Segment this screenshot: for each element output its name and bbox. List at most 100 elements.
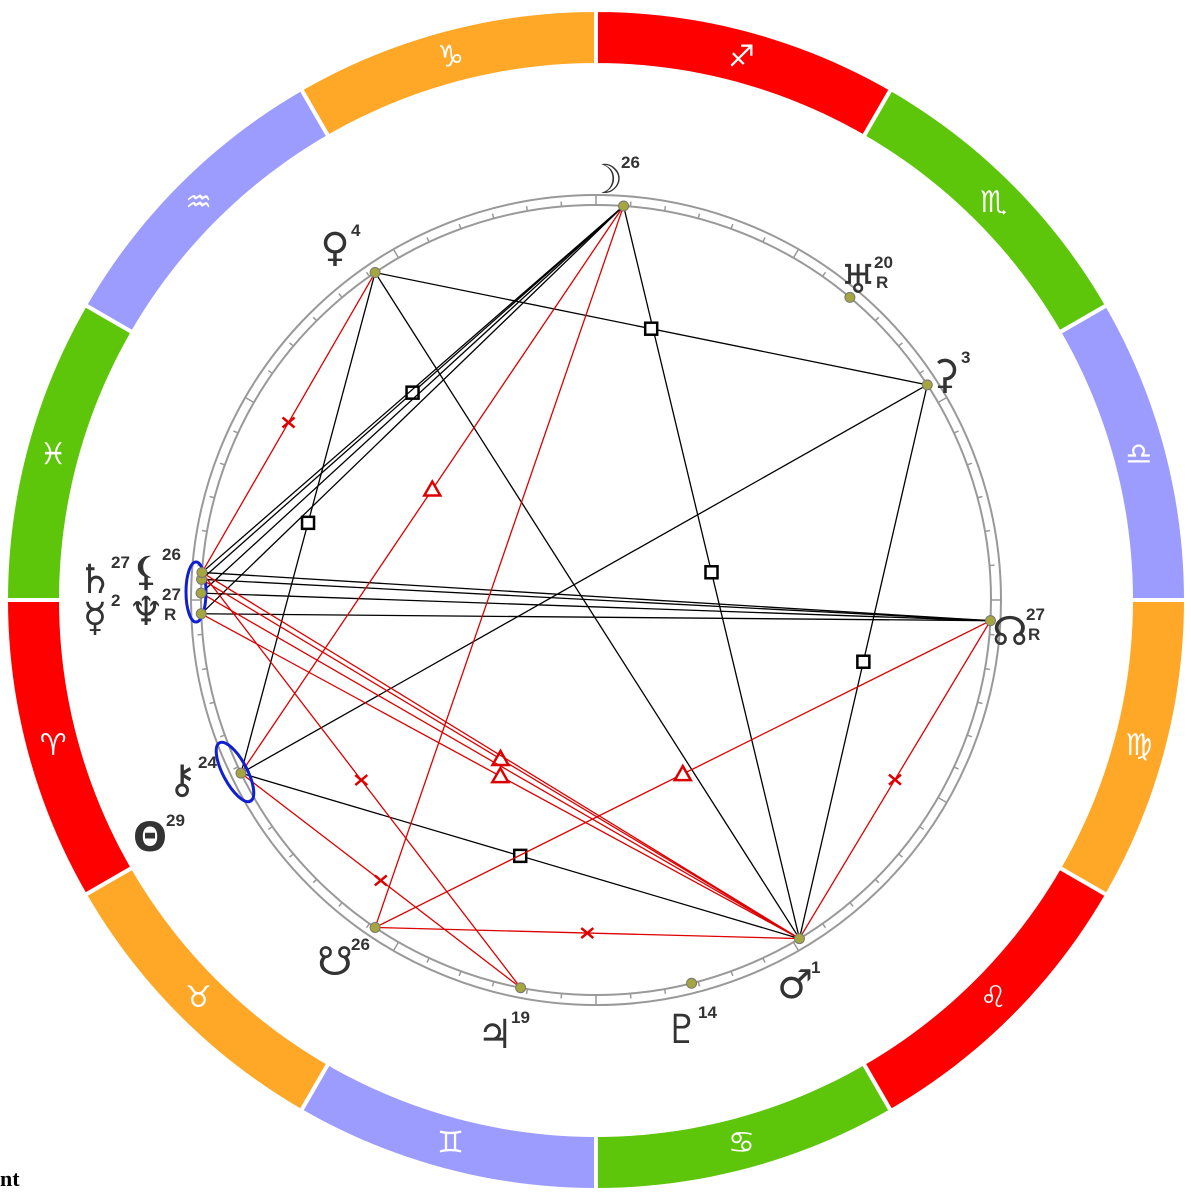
tick <box>491 981 495 987</box>
tick <box>919 825 925 831</box>
tick <box>984 667 991 671</box>
tick <box>792 248 800 259</box>
planet-degree: 29 <box>166 811 185 830</box>
tick <box>219 462 226 466</box>
retrograde-mark: R <box>876 273 888 292</box>
aspect-square <box>512 848 528 864</box>
tick <box>977 495 983 499</box>
planet-glyph: ⚸ <box>131 549 160 595</box>
planet-degree: 26 <box>162 545 181 564</box>
tick <box>937 396 948 404</box>
planet-degree: 19 <box>511 1008 530 1027</box>
tick <box>966 462 973 466</box>
tick <box>697 213 701 219</box>
aspect-sextile <box>888 773 902 786</box>
sign-glyph: ♓ <box>40 437 67 472</box>
tick <box>792 941 800 952</box>
tick <box>874 316 880 322</box>
planet-degree: 26 <box>351 935 370 954</box>
aspect-line <box>201 613 991 622</box>
aspect-trine <box>490 765 511 784</box>
tick <box>365 923 371 929</box>
planet-degree: 20 <box>874 253 893 272</box>
tick <box>426 957 430 963</box>
aspect-sextile <box>580 927 595 939</box>
aspects <box>200 205 992 989</box>
planet-glyph: ♃ <box>477 1012 513 1058</box>
tick <box>233 430 239 434</box>
sign-glyph: ♒ <box>185 185 212 220</box>
tick <box>898 342 903 347</box>
sign-glyph: ♏ <box>980 185 1007 220</box>
tick <box>762 957 766 963</box>
planet-degree: 27 <box>162 585 181 604</box>
tick <box>697 981 701 987</box>
tick <box>898 853 903 858</box>
aspect-line <box>200 592 800 940</box>
aspect-line <box>240 384 928 774</box>
planet-degree: 3 <box>961 348 970 367</box>
planet-glyph: ☊ <box>992 609 1028 655</box>
tick <box>365 271 371 277</box>
sign-glyph: ♌ <box>980 980 1007 1015</box>
tick <box>289 853 294 858</box>
planet-dot <box>195 608 207 620</box>
planet-glyph: ☽ <box>587 157 623 203</box>
tick <box>874 878 880 884</box>
sign-glyph: ♎ <box>1125 437 1152 472</box>
tick <box>730 970 734 977</box>
sign-glyph: ♊ <box>437 1125 464 1160</box>
aspect-square <box>300 515 316 531</box>
aspect-line <box>201 205 624 573</box>
tick <box>312 878 318 884</box>
planet-glyph: ♂ <box>777 962 813 1008</box>
planet-degree: 24 <box>198 753 217 772</box>
aspect-line <box>201 592 991 622</box>
planet-degree: 26 <box>621 153 640 172</box>
tick <box>730 223 734 230</box>
tick <box>219 734 226 738</box>
tick <box>458 970 462 977</box>
tick <box>244 396 255 404</box>
tick <box>392 248 400 259</box>
tick <box>525 988 529 995</box>
planet-dot <box>618 200 630 212</box>
tick <box>267 369 273 375</box>
tick <box>338 293 343 298</box>
tick <box>849 902 854 907</box>
sign-glyph: ♐ <box>728 40 755 75</box>
planet-glyph: ⚳ <box>930 352 959 398</box>
tick <box>966 734 973 738</box>
conjunction-ring <box>214 740 256 804</box>
planet-dot <box>369 267 381 279</box>
tick <box>458 223 462 230</box>
sign-glyph: ♉ <box>185 980 212 1015</box>
aspect-sextile <box>374 874 388 887</box>
sign-glyph: ♈ <box>40 728 67 763</box>
retrograde-mark: R <box>164 605 176 624</box>
tick <box>953 430 959 434</box>
planet-dot <box>921 379 933 391</box>
sign-segment <box>3 302 136 602</box>
aspect-line <box>201 578 991 622</box>
sign-glyph: ♍ <box>1125 728 1152 763</box>
planet-glyph: ♀ <box>320 225 349 271</box>
aspect-sextile <box>281 416 296 429</box>
sign-segment <box>1056 598 1189 898</box>
aspect-sextile <box>354 774 369 787</box>
planet-glyph: ♇ <box>664 1007 700 1053</box>
tick <box>392 941 400 952</box>
tick <box>233 766 239 770</box>
sign-segment <box>3 598 136 898</box>
planet-degree: 27 <box>111 553 130 572</box>
aspect-line <box>374 272 800 939</box>
aspect-line <box>200 205 625 615</box>
planet-degree: 2 <box>111 591 120 610</box>
planet-glyph: ♄ <box>77 557 113 603</box>
tick <box>525 205 529 212</box>
tick <box>919 369 925 375</box>
planet-glyph: ⚷ <box>167 757 196 803</box>
